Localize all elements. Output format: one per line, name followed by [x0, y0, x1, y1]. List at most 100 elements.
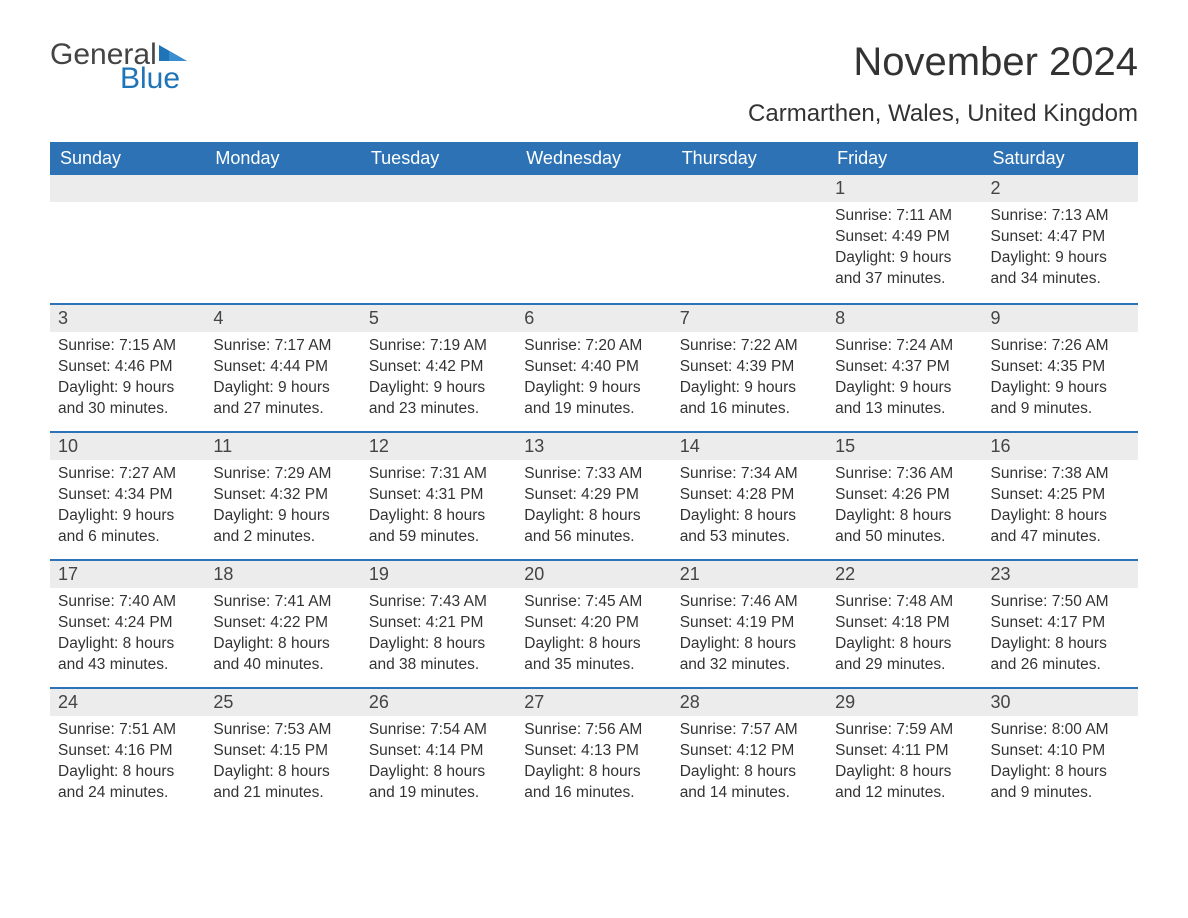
daylight-text: Daylight: 9 hours and 13 minutes.: [835, 378, 974, 420]
sunrise-text: Sunrise: 7:26 AM: [991, 336, 1130, 357]
cell-body: Sunrise: 7:48 AMSunset: 4:18 PMDaylight:…: [827, 588, 982, 684]
sunrise-text: Sunrise: 7:31 AM: [369, 464, 508, 485]
date-number: 9: [983, 305, 1138, 332]
date-number: 10: [50, 433, 205, 460]
cell-body: Sunrise: 8:00 AMSunset: 4:10 PMDaylight:…: [983, 716, 1138, 812]
daylight-text: Daylight: 9 hours and 6 minutes.: [58, 506, 197, 548]
date-number: 14: [672, 433, 827, 460]
calendar-cell: [205, 175, 360, 303]
calendar-cell: 11Sunrise: 7:29 AMSunset: 4:32 PMDayligh…: [205, 433, 360, 559]
sunrise-text: Sunrise: 7:48 AM: [835, 592, 974, 613]
sunset-text: Sunset: 4:22 PM: [213, 613, 352, 634]
date-number: 30: [983, 689, 1138, 716]
date-number: 5: [361, 305, 516, 332]
calendar-cell: 18Sunrise: 7:41 AMSunset: 4:22 PMDayligh…: [205, 561, 360, 687]
calendar-week: 3Sunrise: 7:15 AMSunset: 4:46 PMDaylight…: [50, 303, 1138, 431]
sunset-text: Sunset: 4:12 PM: [680, 741, 819, 762]
calendar-cell: 28Sunrise: 7:57 AMSunset: 4:12 PMDayligh…: [672, 689, 827, 815]
cell-body: Sunrise: 7:29 AMSunset: 4:32 PMDaylight:…: [205, 460, 360, 556]
date-number: 1: [827, 175, 982, 202]
sunrise-text: Sunrise: 7:50 AM: [991, 592, 1130, 613]
daylight-text: Daylight: 9 hours and 27 minutes.: [213, 378, 352, 420]
sunrise-text: Sunrise: 7:38 AM: [991, 464, 1130, 485]
date-number: 28: [672, 689, 827, 716]
sunrise-text: Sunrise: 7:36 AM: [835, 464, 974, 485]
sunrise-text: Sunrise: 7:19 AM: [369, 336, 508, 357]
calendar-cell: 13Sunrise: 7:33 AMSunset: 4:29 PMDayligh…: [516, 433, 671, 559]
sunrise-text: Sunrise: 8:00 AM: [991, 720, 1130, 741]
sunrise-text: Sunrise: 7:13 AM: [991, 206, 1130, 227]
date-number: 18: [205, 561, 360, 588]
date-number: 12: [361, 433, 516, 460]
day-header: Sunday: [50, 142, 205, 175]
calendar-cell: [361, 175, 516, 303]
date-number: 29: [827, 689, 982, 716]
date-number: 25: [205, 689, 360, 716]
date-number: 17: [50, 561, 205, 588]
date-number: [361, 175, 516, 202]
date-number: [205, 175, 360, 202]
day-header: Friday: [827, 142, 982, 175]
sunrise-text: Sunrise: 7:40 AM: [58, 592, 197, 613]
calendar-cell: 27Sunrise: 7:56 AMSunset: 4:13 PMDayligh…: [516, 689, 671, 815]
cell-body: Sunrise: 7:26 AMSunset: 4:35 PMDaylight:…: [983, 332, 1138, 428]
sunrise-text: Sunrise: 7:22 AM: [680, 336, 819, 357]
date-number: 4: [205, 305, 360, 332]
sunrise-text: Sunrise: 7:51 AM: [58, 720, 197, 741]
calendar-week: 1Sunrise: 7:11 AMSunset: 4:49 PMDaylight…: [50, 175, 1138, 303]
date-number: [672, 175, 827, 202]
daylight-text: Daylight: 8 hours and 19 minutes.: [369, 762, 508, 804]
daylight-text: Daylight: 9 hours and 37 minutes.: [835, 248, 974, 290]
daylight-text: Daylight: 9 hours and 30 minutes.: [58, 378, 197, 420]
date-number: [516, 175, 671, 202]
calendar-cell: 16Sunrise: 7:38 AMSunset: 4:25 PMDayligh…: [983, 433, 1138, 559]
sunset-text: Sunset: 4:14 PM: [369, 741, 508, 762]
daylight-text: Daylight: 8 hours and 35 minutes.: [524, 634, 663, 676]
daylight-text: Daylight: 8 hours and 47 minutes.: [991, 506, 1130, 548]
date-number: 27: [516, 689, 671, 716]
calendar-cell: 21Sunrise: 7:46 AMSunset: 4:19 PMDayligh…: [672, 561, 827, 687]
cell-body: Sunrise: 7:56 AMSunset: 4:13 PMDaylight:…: [516, 716, 671, 812]
daylight-text: Daylight: 8 hours and 12 minutes.: [835, 762, 974, 804]
calendar: SundayMondayTuesdayWednesdayThursdayFrid…: [50, 142, 1138, 815]
calendar-week: 24Sunrise: 7:51 AMSunset: 4:16 PMDayligh…: [50, 687, 1138, 815]
sunrise-text: Sunrise: 7:56 AM: [524, 720, 663, 741]
daylight-text: Daylight: 8 hours and 26 minutes.: [991, 634, 1130, 676]
location-subtitle: Carmarthen, Wales, United Kingdom: [50, 100, 1138, 128]
date-number: 7: [672, 305, 827, 332]
cell-body: Sunrise: 7:57 AMSunset: 4:12 PMDaylight:…: [672, 716, 827, 812]
sunset-text: Sunset: 4:13 PM: [524, 741, 663, 762]
calendar-cell: 12Sunrise: 7:31 AMSunset: 4:31 PMDayligh…: [361, 433, 516, 559]
daylight-text: Daylight: 9 hours and 9 minutes.: [991, 378, 1130, 420]
day-header: Wednesday: [516, 142, 671, 175]
cell-body: Sunrise: 7:53 AMSunset: 4:15 PMDaylight:…: [205, 716, 360, 812]
calendar-cell: 8Sunrise: 7:24 AMSunset: 4:37 PMDaylight…: [827, 305, 982, 431]
sunset-text: Sunset: 4:32 PM: [213, 485, 352, 506]
sunset-text: Sunset: 4:31 PM: [369, 485, 508, 506]
sunset-text: Sunset: 4:15 PM: [213, 741, 352, 762]
cell-body: Sunrise: 7:17 AMSunset: 4:44 PMDaylight:…: [205, 332, 360, 428]
date-number: [50, 175, 205, 202]
sunset-text: Sunset: 4:44 PM: [213, 357, 352, 378]
cell-body: Sunrise: 7:59 AMSunset: 4:11 PMDaylight:…: [827, 716, 982, 812]
sunset-text: Sunset: 4:17 PM: [991, 613, 1130, 634]
cell-body: Sunrise: 7:41 AMSunset: 4:22 PMDaylight:…: [205, 588, 360, 684]
calendar-cell: [50, 175, 205, 303]
calendar-cell: 10Sunrise: 7:27 AMSunset: 4:34 PMDayligh…: [50, 433, 205, 559]
daylight-text: Daylight: 8 hours and 9 minutes.: [991, 762, 1130, 804]
cell-body: Sunrise: 7:40 AMSunset: 4:24 PMDaylight:…: [50, 588, 205, 684]
cell-body: Sunrise: 7:24 AMSunset: 4:37 PMDaylight:…: [827, 332, 982, 428]
daylight-text: Daylight: 8 hours and 24 minutes.: [58, 762, 197, 804]
calendar-week: 17Sunrise: 7:40 AMSunset: 4:24 PMDayligh…: [50, 559, 1138, 687]
sunset-text: Sunset: 4:16 PM: [58, 741, 197, 762]
daylight-text: Daylight: 8 hours and 38 minutes.: [369, 634, 508, 676]
calendar-cell: 14Sunrise: 7:34 AMSunset: 4:28 PMDayligh…: [672, 433, 827, 559]
date-number: 6: [516, 305, 671, 332]
calendar-cell: 22Sunrise: 7:48 AMSunset: 4:18 PMDayligh…: [827, 561, 982, 687]
calendar-cell: 30Sunrise: 8:00 AMSunset: 4:10 PMDayligh…: [983, 689, 1138, 815]
sunrise-text: Sunrise: 7:27 AM: [58, 464, 197, 485]
sunrise-text: Sunrise: 7:59 AM: [835, 720, 974, 741]
sunset-text: Sunset: 4:39 PM: [680, 357, 819, 378]
cell-body: Sunrise: 7:46 AMSunset: 4:19 PMDaylight:…: [672, 588, 827, 684]
date-number: 15: [827, 433, 982, 460]
